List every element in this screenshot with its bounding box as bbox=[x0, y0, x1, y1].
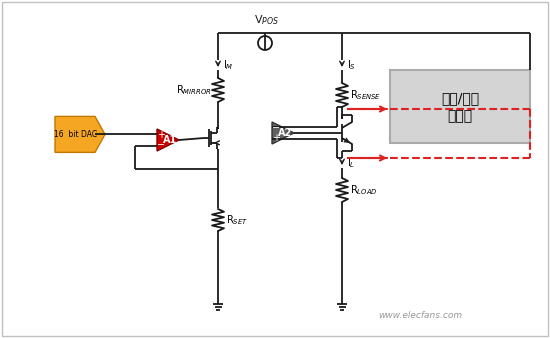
Text: A1: A1 bbox=[163, 135, 177, 145]
Text: 16  bit DAC: 16 bit DAC bbox=[54, 130, 97, 139]
Text: V$_{POS}$: V$_{POS}$ bbox=[255, 13, 279, 27]
Text: A2: A2 bbox=[278, 128, 292, 138]
Text: +: + bbox=[272, 133, 280, 143]
Text: I$_S$: I$_S$ bbox=[347, 58, 356, 72]
Text: 降压/升压: 降压/升压 bbox=[441, 92, 479, 105]
Polygon shape bbox=[272, 122, 294, 144]
Text: −: − bbox=[157, 140, 165, 150]
Text: I$_L$: I$_L$ bbox=[347, 156, 355, 170]
Text: R$_{SET}$: R$_{SET}$ bbox=[226, 213, 248, 227]
Text: +: + bbox=[157, 130, 165, 140]
Text: www.elecfans.com: www.elecfans.com bbox=[378, 312, 462, 320]
Text: R$_{LOAD}$: R$_{LOAD}$ bbox=[350, 183, 378, 197]
Text: R$_{SENSE}$: R$_{SENSE}$ bbox=[350, 88, 381, 102]
Text: R$_{MIRROR}$: R$_{MIRROR}$ bbox=[176, 83, 212, 97]
Text: −: − bbox=[272, 123, 280, 133]
Text: I$_M$: I$_M$ bbox=[223, 58, 234, 72]
Bar bbox=[390, 70, 530, 143]
Polygon shape bbox=[157, 129, 179, 151]
Polygon shape bbox=[55, 116, 105, 152]
Text: 转换器: 转换器 bbox=[448, 110, 472, 123]
